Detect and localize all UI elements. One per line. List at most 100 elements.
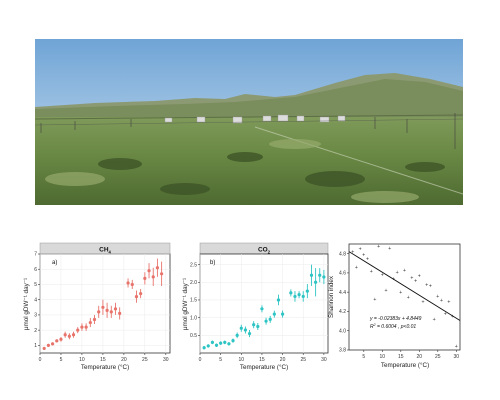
y-tick-label: 4.0 — [339, 328, 346, 334]
panel-shannon: 5 10 15 20 25 303.84.04.24.44.64.8 ++++++++++… — [328, 243, 461, 369]
data-point — [301, 294, 305, 299]
data-point: + — [381, 272, 385, 277]
x-tick-label: 0 — [39, 357, 42, 363]
data-point — [84, 325, 88, 329]
data-point: + — [395, 269, 399, 274]
x-tick-label: 0 — [199, 357, 202, 363]
data-point — [151, 275, 155, 279]
x-tick-label: 25 — [435, 354, 441, 360]
co2-panel-label: b) — [210, 260, 215, 266]
data-point — [46, 343, 50, 347]
data-point: + — [377, 243, 381, 248]
y-tick-label: 1 — [34, 343, 37, 349]
data-point — [223, 340, 227, 344]
x-tick-label: 15 — [259, 357, 265, 363]
y-tick-label: 4.2 — [339, 309, 346, 315]
ch4-points — [42, 258, 164, 351]
ch4-grid — [39, 253, 170, 353]
data-point — [219, 341, 223, 345]
data-point — [322, 275, 326, 279]
data-point: + — [447, 299, 451, 304]
data-point — [247, 331, 252, 336]
data-point — [143, 276, 147, 280]
data-point — [126, 281, 130, 285]
data-point — [63, 333, 67, 337]
data-point — [67, 334, 71, 338]
data-point — [272, 312, 276, 316]
data-point — [243, 328, 248, 332]
y-tick-label: 4.6 — [339, 271, 346, 277]
data-point: + — [443, 311, 447, 316]
y-tick-label: 2 — [34, 328, 37, 334]
x-tick-label: 20 — [121, 357, 127, 363]
ch4-ylabel: μmol gDW⁻¹ day⁻¹ — [23, 278, 30, 330]
data-point — [202, 346, 206, 350]
data-point — [293, 294, 297, 299]
co2-xlabel: Temperature (°C) — [240, 363, 288, 371]
co2-ticks: 0 5 10 15 20 25 30 0.5 1.0 1.5 2.0 2.5 — [190, 262, 327, 363]
ch4-panel-label: a) — [52, 260, 57, 266]
data-point — [314, 280, 318, 284]
data-point: + — [369, 268, 373, 273]
x-tick-label: 10 — [380, 354, 386, 360]
shannon-fit-line — [348, 251, 461, 321]
data-point: + — [392, 276, 396, 281]
data-point — [139, 292, 143, 296]
y-tick-label: 3 — [34, 313, 37, 319]
data-point — [214, 343, 219, 347]
data-point: + — [451, 314, 455, 319]
x-tick-label: 20 — [280, 357, 286, 363]
data-point — [50, 342, 55, 346]
co2-grid — [199, 254, 328, 353]
x-tick-label: 5 — [362, 354, 365, 360]
y-tick-label: 5 — [34, 282, 37, 288]
shannon-ylabel: Shannon index — [328, 275, 335, 318]
data-point: + — [362, 252, 366, 257]
x-tick-label: 30 — [163, 357, 169, 363]
data-point — [305, 289, 309, 293]
data-point — [297, 293, 301, 297]
y-tick-label: 1.0 — [190, 315, 197, 321]
data-point — [134, 295, 139, 299]
field-site-photo — [35, 39, 463, 205]
data-point — [109, 310, 113, 314]
data-point: + — [388, 245, 392, 250]
data-point: + — [436, 293, 440, 298]
x-tick-label: 25 — [300, 357, 306, 363]
data-point — [289, 291, 293, 295]
data-point: + — [421, 299, 425, 304]
ch4-ticks: 0 5 10 15 20 25 30 1 2 3 4 5 6 7 — [34, 252, 169, 363]
data-point: + — [355, 265, 359, 270]
x-tick-label: 30 — [321, 357, 327, 363]
shannon-r2: R2 = 0.6004 , p<0.01 — [370, 323, 416, 330]
panel-co2: CO2 0 5 10 15 20 25 30 0.5 1.0 1.5 2.0 2.5 b) μmol … — [182, 242, 329, 371]
data-point — [280, 312, 285, 316]
data-point: + — [410, 275, 414, 280]
co2-plot-area — [199, 253, 329, 354]
y-tick-label: 4.8 — [339, 251, 346, 257]
co2-points — [202, 264, 326, 350]
co2-ylabel: μmol gDW⁻¹ day⁻¹ — [182, 278, 189, 330]
data-point — [235, 333, 239, 337]
data-point — [92, 317, 97, 322]
y-tick-label: 2.0 — [190, 280, 197, 286]
shannon-xlabel: Temperature (°C) — [381, 361, 429, 369]
data-point — [155, 266, 160, 270]
ch4-strip-title: CH4 — [99, 247, 111, 255]
data-point — [210, 340, 214, 344]
data-point — [76, 328, 80, 332]
x-tick-label: 5 — [60, 357, 63, 363]
data-point: + — [440, 297, 444, 302]
data-point — [231, 339, 235, 343]
data-point: + — [399, 290, 403, 295]
panel-ch4: CH4 0 5 10 15 20 25 30 1 2 3 4 5 6 7 a) μmol gDW⁻¹ da… — [23, 242, 171, 371]
y-tick-label: 4 — [34, 297, 37, 303]
data-point — [206, 344, 210, 348]
data-point: + — [418, 273, 422, 278]
data-point — [309, 273, 314, 277]
x-tick-label: 25 — [142, 357, 148, 363]
data-point — [252, 323, 256, 327]
data-point — [160, 272, 164, 276]
data-point — [227, 342, 231, 346]
